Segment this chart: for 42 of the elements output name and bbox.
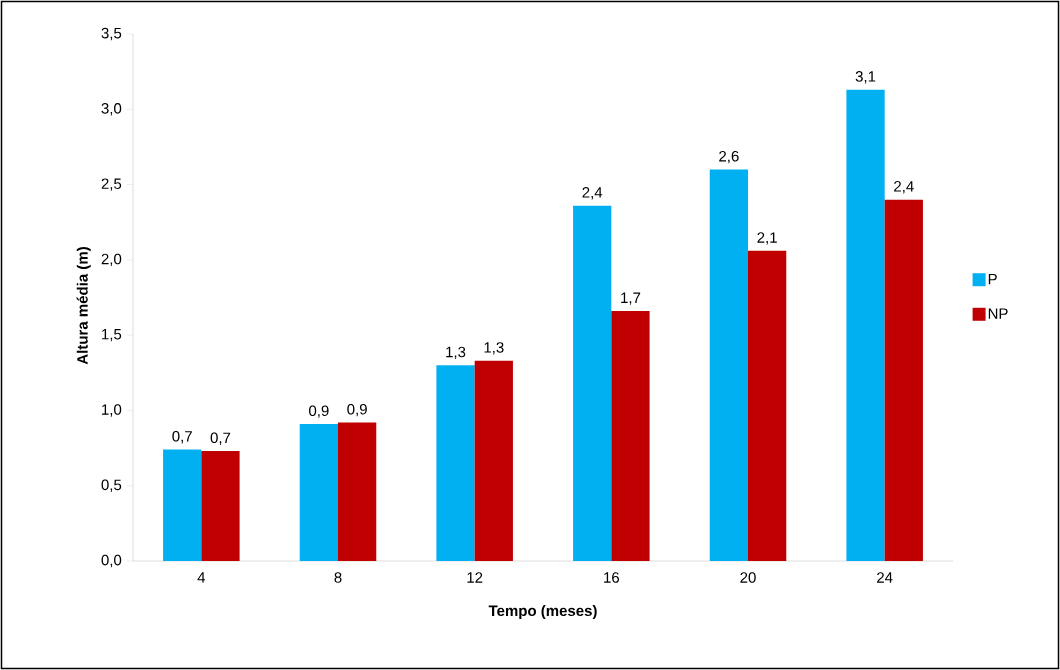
x-tick-label: 12	[467, 572, 483, 583]
y-tick-label: 0,5	[101, 479, 122, 492]
data-label: 2,4	[582, 187, 603, 200]
bar	[884, 199, 923, 561]
bar	[611, 311, 650, 561]
data-label: 0,9	[347, 403, 367, 417]
bar	[709, 169, 748, 561]
x-tick-label: 20	[740, 572, 756, 583]
legend-label: NP	[988, 308, 1008, 319]
y-tick-label: 3,5	[101, 27, 122, 41]
data-label: 3,1	[855, 71, 876, 84]
y-tick-label: 1,5	[102, 329, 122, 342]
bar	[573, 205, 612, 561]
bar	[201, 451, 240, 561]
bar	[299, 423, 338, 561]
y-tick-label: 1,0	[102, 404, 122, 417]
data-label: 0,7	[172, 430, 192, 444]
x-tick-label: 4	[197, 572, 206, 583]
data-label: 1,3	[446, 346, 466, 360]
y-tick-label: 0,0	[101, 554, 122, 568]
y-tick-label: 3,0	[101, 103, 122, 116]
x-tick-label: 8	[334, 572, 342, 583]
data-label: 0,9	[309, 405, 329, 418]
data-label: 2,1	[757, 232, 777, 245]
bar	[846, 89, 885, 561]
bar	[474, 360, 513, 561]
bar	[436, 365, 475, 561]
y-tick-label: 2,5	[101, 178, 122, 191]
x-tick-label: 16	[604, 572, 620, 583]
data-label: 2,4	[894, 181, 914, 194]
legend-label: P	[988, 273, 997, 285]
data-label: 0,7	[210, 432, 231, 445]
data-label: 2,6	[719, 150, 739, 164]
x-tick-label: 24	[877, 572, 893, 583]
data-label: 1,3	[484, 342, 504, 355]
y-axis-title: Altura média (m)	[76, 247, 91, 365]
bar	[338, 422, 377, 561]
y-tick-label: 2,0	[101, 253, 122, 267]
bar	[748, 250, 787, 561]
data-label: 1,7	[621, 292, 641, 305]
x-axis-title: Tempo (meses)	[488, 605, 597, 619]
bar	[163, 449, 202, 561]
